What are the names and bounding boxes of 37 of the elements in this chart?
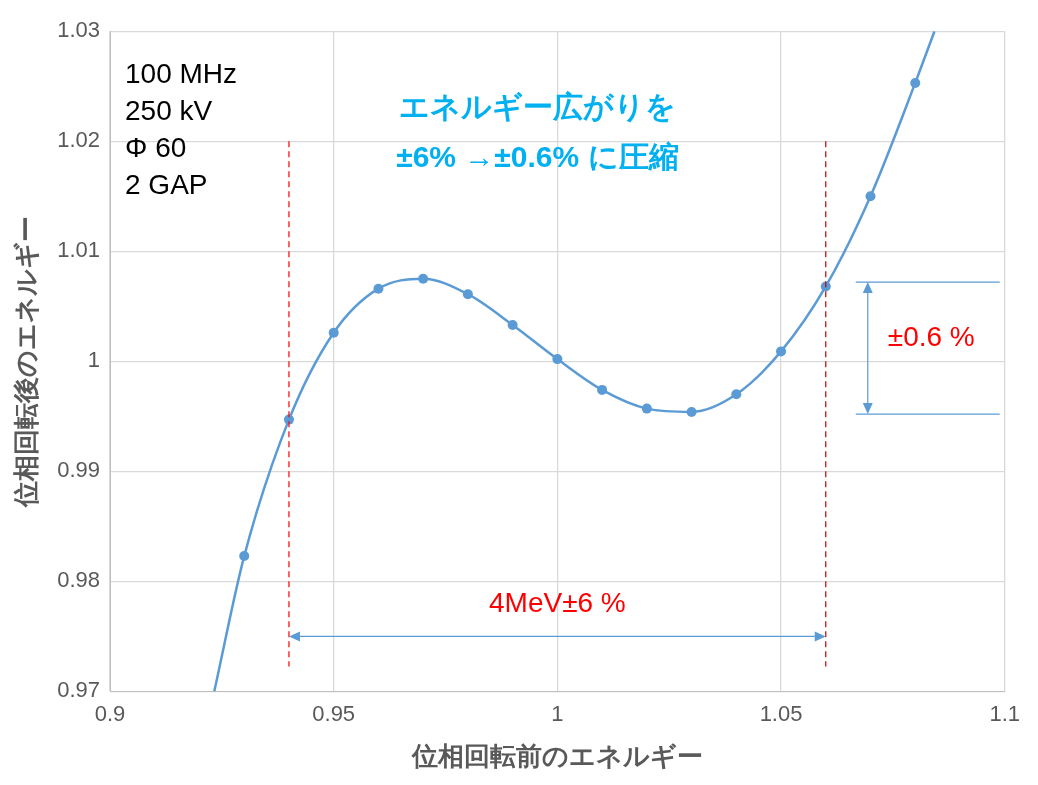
y-tick-label: 1.02 — [57, 127, 101, 153]
point — [910, 77, 921, 88]
point — [686, 406, 697, 417]
x-axis-title: 位相回転前のエネルギー — [410, 740, 703, 771]
annotation: Φ 60 — [125, 131, 187, 163]
point — [239, 551, 250, 562]
annotation: 4MeV±6 % — [488, 587, 626, 619]
annotation: ±0.6 % — [887, 320, 975, 352]
y-tick-label: 0.97 — [57, 677, 101, 703]
point — [507, 319, 518, 330]
point — [462, 289, 473, 300]
point — [373, 283, 384, 294]
annotation: 100 MHz — [125, 57, 238, 89]
point — [641, 403, 652, 414]
x-tick-label: 1.1 — [989, 700, 1021, 726]
point — [776, 346, 787, 357]
text: ±6% →±0.6% に圧縮 — [396, 140, 679, 174]
y-tick-label: 0.98 — [57, 567, 101, 593]
x-tick-label: 0.95 — [312, 700, 356, 726]
x-tick-label: 0.9 — [94, 700, 126, 726]
y-tick-label: 0.99 — [57, 457, 101, 483]
point — [820, 281, 831, 292]
x-tick-label: 1.05 — [759, 700, 803, 726]
annotation: 250 kV — [125, 94, 213, 126]
point — [552, 354, 563, 365]
text: エネルギー広がりを — [398, 90, 676, 124]
y-axis-title: 位相回転後のエネルギー — [10, 215, 41, 508]
point — [731, 389, 742, 400]
point — [328, 327, 339, 338]
point — [418, 273, 429, 284]
point — [865, 191, 876, 202]
annotation: 2 GAP — [125, 168, 208, 200]
y-tick-label: 1.01 — [57, 237, 101, 263]
point — [597, 384, 608, 395]
y-tick-label: 1.03 — [57, 17, 101, 43]
x-tick-label: 1 — [551, 700, 564, 726]
y-tick-label: 1 — [87, 347, 101, 373]
